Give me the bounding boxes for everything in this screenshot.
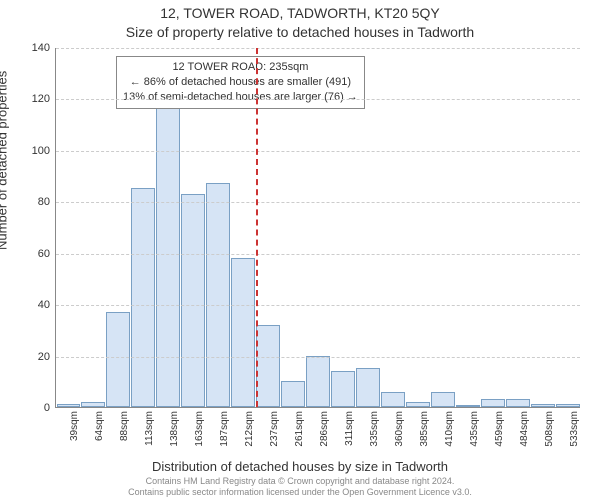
y-tick-label: 40 xyxy=(38,299,50,311)
bar xyxy=(181,194,205,407)
x-tick-label: 39sqm xyxy=(69,411,80,441)
bar xyxy=(81,402,105,407)
bar xyxy=(106,312,130,407)
x-tick-label: 360sqm xyxy=(394,411,405,447)
chart-title-address: 12, TOWER ROAD, TADWORTH, KT20 5QY xyxy=(0,5,600,21)
x-axis-label: Distribution of detached houses by size … xyxy=(0,459,600,474)
footer-line2: Contains public sector information licen… xyxy=(0,487,600,498)
callout-line: 12 TOWER ROAD: 235sqm xyxy=(123,60,358,75)
gridline xyxy=(56,305,580,306)
bar xyxy=(231,258,255,407)
y-tick-label: 100 xyxy=(32,145,50,157)
footer-line1: Contains HM Land Registry data © Crown c… xyxy=(0,476,600,487)
bar xyxy=(57,404,81,407)
x-tick-label: 435sqm xyxy=(469,411,480,447)
bar xyxy=(506,399,530,407)
histogram-chart: 12, TOWER ROAD, TADWORTH, KT20 5QY Size … xyxy=(0,0,600,500)
x-tick-label: 508sqm xyxy=(544,411,555,447)
chart-title-desc: Size of property relative to detached ho… xyxy=(0,24,600,40)
bar xyxy=(431,392,455,407)
bar xyxy=(381,392,405,407)
callout-line: 13% of semi-detached houses are larger (… xyxy=(123,90,358,105)
gridline xyxy=(56,357,580,358)
y-tick-label: 80 xyxy=(38,196,50,208)
x-tick-label: 533sqm xyxy=(569,411,580,447)
x-tick-label: 138sqm xyxy=(169,411,180,447)
footer-attribution: Contains HM Land Registry data © Crown c… xyxy=(0,476,600,498)
y-tick-label: 120 xyxy=(32,93,50,105)
x-tick-label: 187sqm xyxy=(219,411,230,447)
y-axis-label: Number of detached properties xyxy=(0,71,10,250)
marker-line xyxy=(256,48,258,407)
y-tick-label: 20 xyxy=(38,351,50,363)
x-tick-label: 484sqm xyxy=(519,411,530,447)
x-tick-label: 410sqm xyxy=(444,411,455,447)
x-tick-label: 335sqm xyxy=(369,411,380,447)
bar xyxy=(481,399,505,407)
y-tick-label: 60 xyxy=(38,248,50,260)
bar xyxy=(356,368,380,407)
bar xyxy=(306,356,330,407)
gridline xyxy=(56,202,580,203)
x-tick-label: 459sqm xyxy=(494,411,505,447)
x-tick-label: 311sqm xyxy=(344,411,355,446)
y-tick-label: 140 xyxy=(32,42,50,54)
x-tick-label: 286sqm xyxy=(319,411,330,447)
bar xyxy=(406,402,430,407)
x-tick-label: 113sqm xyxy=(144,411,155,446)
x-tick-label: 163sqm xyxy=(194,411,205,447)
gridline xyxy=(56,254,580,255)
marker-callout: 12 TOWER ROAD: 235sqm← 86% of detached h… xyxy=(116,56,365,109)
callout-line: ← 86% of detached houses are smaller (49… xyxy=(123,75,358,90)
x-tick-label: 212sqm xyxy=(244,411,255,447)
plot-area: 12 TOWER ROAD: 235sqm← 86% of detached h… xyxy=(55,48,580,408)
bar xyxy=(331,371,355,407)
y-tick-label: 0 xyxy=(44,402,50,414)
bar xyxy=(156,104,180,407)
gridline xyxy=(56,99,580,100)
x-tick-label: 88sqm xyxy=(119,411,130,441)
bar xyxy=(256,325,280,407)
bar xyxy=(556,404,580,407)
gridline xyxy=(56,48,580,49)
bar xyxy=(456,405,480,407)
x-tick-label: 64sqm xyxy=(94,411,105,441)
bar xyxy=(281,381,305,407)
x-tick-label: 385sqm xyxy=(419,411,430,447)
x-tick-label: 261sqm xyxy=(294,411,305,447)
bar xyxy=(131,188,155,407)
bar xyxy=(206,183,230,407)
x-tick-label: 237sqm xyxy=(269,411,280,447)
gridline xyxy=(56,151,580,152)
bar xyxy=(531,404,555,407)
